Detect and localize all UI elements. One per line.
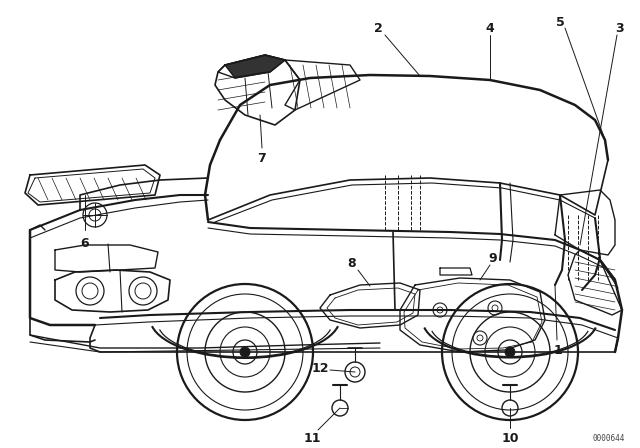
Text: 9: 9 xyxy=(489,251,497,264)
Text: 0000644: 0000644 xyxy=(593,434,625,443)
Circle shape xyxy=(240,347,250,357)
Text: 8: 8 xyxy=(348,257,356,270)
Text: 6: 6 xyxy=(81,237,90,250)
Circle shape xyxy=(505,347,515,357)
Polygon shape xyxy=(225,55,285,78)
Text: 10: 10 xyxy=(501,431,519,444)
Text: 1: 1 xyxy=(554,344,563,357)
Text: 2: 2 xyxy=(374,22,382,34)
Text: 11: 11 xyxy=(303,431,321,444)
Text: 7: 7 xyxy=(258,151,266,164)
Text: 5: 5 xyxy=(556,16,564,29)
Text: 4: 4 xyxy=(486,22,494,34)
Text: 12: 12 xyxy=(311,362,329,375)
Text: 3: 3 xyxy=(616,22,624,34)
